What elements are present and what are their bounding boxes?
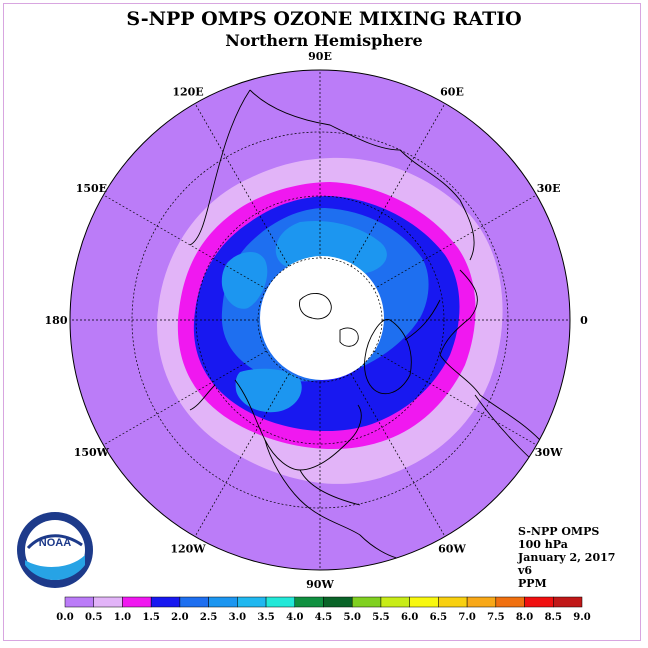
- longitude-label: 150E: [76, 182, 107, 195]
- meridian-line: [373, 194, 537, 290]
- noaa-logo-text: NOAA: [39, 537, 71, 549]
- map-title: S-NPP OMPS OZONE MIXING RATIO: [126, 8, 522, 30]
- colorbar-swatch: [208, 596, 238, 608]
- colorbar-tick-label: 8.5: [545, 612, 562, 623]
- longitude-label: 90W: [306, 578, 334, 591]
- colorbar-tick-label: 1.0: [114, 612, 131, 623]
- meta-date: January 2, 2017: [518, 551, 616, 564]
- ozone-band-2.5-3.0-south: [235, 368, 302, 413]
- colorbar-tick-label: 4.0: [286, 612, 303, 623]
- colorbar-swatch: [323, 596, 353, 608]
- longitude-label: 60W: [438, 543, 466, 556]
- meridian-line: [103, 350, 267, 446]
- meridian-line: [373, 350, 537, 446]
- colorbar-swatch: [265, 596, 296, 608]
- meridian-line: [194, 373, 290, 537]
- colorbar-swatch: [294, 596, 324, 608]
- colorbar-tick-label: 7.5: [487, 612, 504, 623]
- colorbar-tick-label: 4.5: [315, 612, 332, 623]
- colorbar-tick-label: 8.0: [516, 612, 533, 623]
- colorbar-swatch: [409, 596, 439, 608]
- meta-level: 100 hPa: [518, 538, 568, 551]
- colorbar-tick-label: 6.0: [401, 612, 418, 623]
- colorbar-swatch: [524, 596, 554, 608]
- figure-frame: [3, 3, 641, 641]
- colorbar-swatch: [380, 596, 410, 608]
- colorbar-swatch: [93, 596, 123, 608]
- longitude-label: 30W: [535, 446, 563, 459]
- colorbar-swatch: [150, 596, 181, 608]
- meridian-line: [194, 103, 290, 267]
- longitude-label: 60E: [440, 85, 464, 98]
- colorbar-swatch: [237, 596, 267, 608]
- colorbar-tick-label: 0.5: [85, 612, 102, 623]
- colorbar-swatch: [553, 596, 583, 608]
- colorbar-tick-label: 1.5: [142, 612, 159, 623]
- longitude-label: 150W: [74, 446, 110, 459]
- colorbar-swatch: [122, 596, 152, 608]
- colorbar-tick-label: 2.0: [171, 612, 188, 623]
- meridian-line: [350, 103, 446, 267]
- meridian-line: [350, 373, 446, 537]
- colorbar-tick-label: 3.5: [257, 612, 274, 623]
- colorbar-tick-label: 7.0: [458, 612, 475, 623]
- colorbar-tick-label: 0.0: [56, 612, 73, 623]
- longitude-label: 30E: [537, 182, 561, 195]
- colorbar-tick-label: 5.5: [372, 612, 389, 623]
- colorbar-swatch: [466, 596, 497, 608]
- meridians: [70, 70, 570, 570]
- longitude-labels: 90E 60E 30E 0 30W 60W 90W 120W 150W 180 150E 120E: [45, 50, 589, 591]
- colorbar-tick-label: 2.5: [200, 612, 217, 623]
- longitude-label: 120E: [172, 85, 203, 98]
- meridian-line: [103, 194, 267, 290]
- colorbar-tick-label: 5.0: [344, 612, 361, 623]
- map-subtitle: Northern Hemisphere: [225, 31, 423, 50]
- colorbar-swatch: [351, 596, 382, 608]
- meta-units: PPM: [518, 577, 547, 590]
- longitude-label: 90E: [308, 50, 332, 63]
- colorbar-swatch: [495, 596, 525, 608]
- colorbar-tick-label: 3.0: [229, 612, 246, 623]
- colorbar-tick-label: 9.0: [573, 612, 590, 623]
- meta-instrument: S-NPP OMPS: [518, 525, 600, 538]
- noaa-logo: NOAA: [17, 512, 93, 588]
- colorbar-tick-label: 6.5: [430, 612, 447, 623]
- longitude-label: 0: [580, 314, 588, 327]
- polar-night-region: [260, 256, 384, 380]
- colorbar-swatch: [64, 596, 94, 608]
- colorbar-swatch: [179, 596, 209, 608]
- longitude-label: 180: [45, 314, 68, 327]
- colorbar-swatch: [438, 596, 468, 608]
- meta-version: v6: [518, 564, 533, 577]
- ozone-band-2.5-3.0-west: [221, 251, 268, 309]
- colorbar: 0.0 0.5 1.0 1.5 2.0 2.5 3.0 3.5 4.0 4.5 5.0 5.5 6.0 6…: [56, 596, 591, 623]
- longitude-label: 120W: [170, 543, 206, 556]
